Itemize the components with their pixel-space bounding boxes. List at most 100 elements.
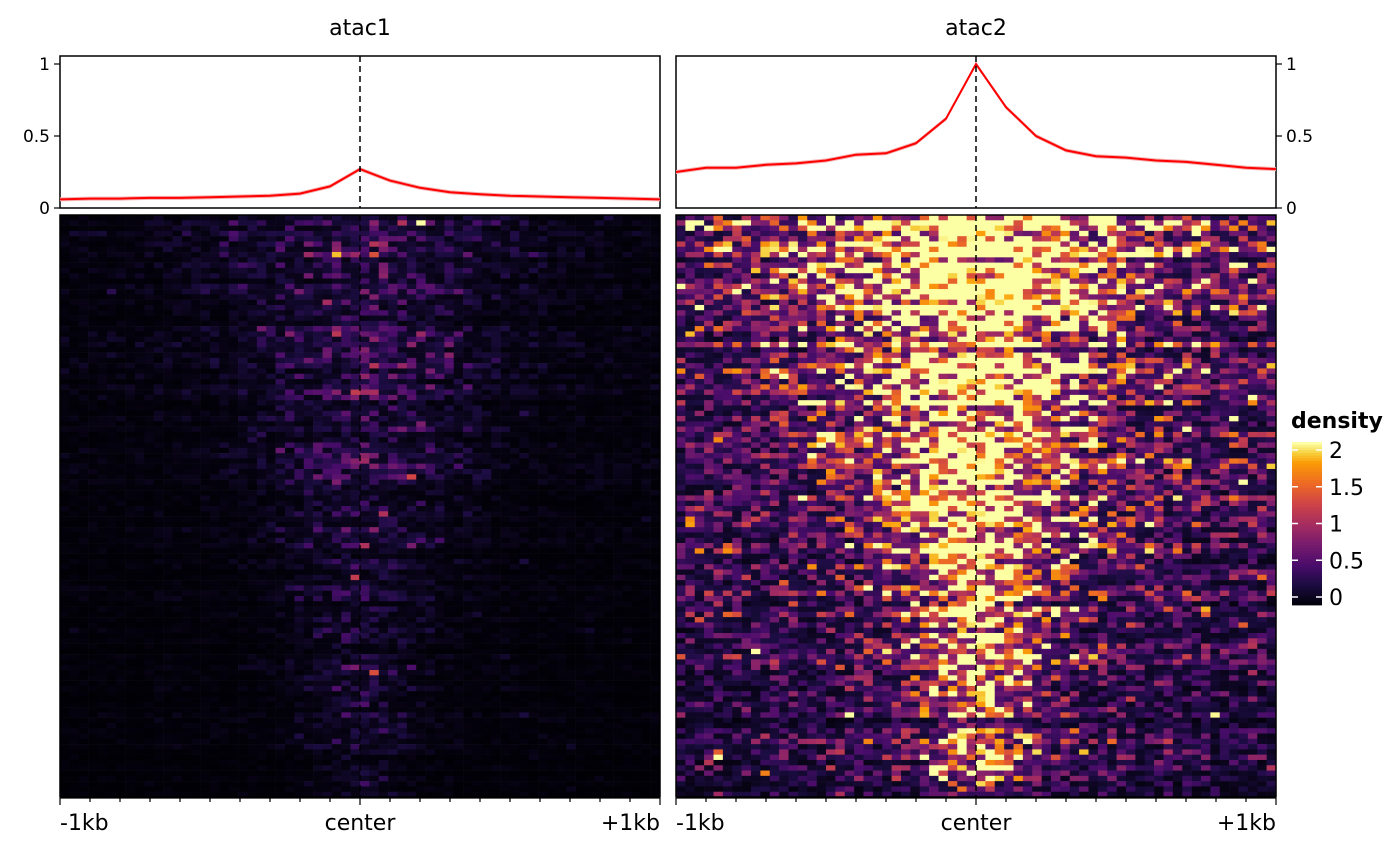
heatmap-cell xyxy=(256,622,267,628)
heatmap-cell xyxy=(116,521,126,528)
heatmap-cell xyxy=(510,553,520,560)
heatmap-cell xyxy=(350,463,361,470)
heatmap-cell xyxy=(69,453,80,459)
heatmap-cell xyxy=(538,537,548,544)
heatmap-cell xyxy=(135,468,145,475)
heatmap-cell xyxy=(406,442,417,449)
heatmap-cell xyxy=(547,262,558,269)
heatmap-cell xyxy=(510,574,520,581)
heatmap-cell xyxy=(425,389,436,396)
heatmap-cell xyxy=(631,463,642,470)
heatmap-cell xyxy=(566,490,576,496)
heatmap-cell xyxy=(191,262,201,269)
heatmap-cell xyxy=(406,564,417,570)
heatmap-cell xyxy=(331,267,342,274)
heatmap-cell xyxy=(463,421,473,427)
heatmap-cell xyxy=(481,495,492,502)
heatmap-cell xyxy=(322,611,333,618)
heatmap-cell xyxy=(60,580,70,586)
heatmap-cell xyxy=(444,431,455,438)
heatmap-cell xyxy=(650,352,661,359)
heatmap-cell xyxy=(88,564,98,570)
heatmap-cell xyxy=(135,569,145,576)
heatmap-cell xyxy=(313,363,323,369)
heatmap-cell xyxy=(613,606,623,613)
heatmap-cell xyxy=(60,431,70,438)
heatmap-cell xyxy=(322,400,333,406)
heatmap-cell xyxy=(369,458,380,464)
heatmap-cell xyxy=(528,611,539,618)
heatmap-cell xyxy=(135,273,145,279)
heatmap-cell xyxy=(538,548,548,554)
heatmap-cell xyxy=(256,220,267,226)
heatmap-cell xyxy=(472,278,483,285)
heatmap-cell xyxy=(219,479,230,486)
heatmap-cell xyxy=(425,405,436,412)
heatmap-cell xyxy=(97,495,108,502)
heatmap-cell xyxy=(60,257,70,263)
heatmap-cell xyxy=(219,511,230,517)
heatmap-cell xyxy=(125,341,136,348)
heatmap-cell xyxy=(613,315,623,322)
heatmap-cell xyxy=(125,220,136,226)
heatmap-cell xyxy=(191,606,201,613)
heatmap-cell xyxy=(228,331,239,337)
heatmap-cell xyxy=(641,299,651,306)
heatmap-cell xyxy=(163,447,173,454)
heatmap-cell xyxy=(603,537,614,544)
heatmap-cell xyxy=(585,426,595,433)
heatmap-cell xyxy=(444,336,455,343)
heatmap-cell xyxy=(200,468,211,475)
heatmap-cell xyxy=(331,606,342,613)
heatmap-cell xyxy=(191,336,201,343)
heatmap-cell xyxy=(575,394,586,401)
heatmap-cell xyxy=(88,521,98,528)
heatmap-cell xyxy=(594,548,605,554)
heatmap-cell xyxy=(556,410,567,417)
heatmap-cell xyxy=(444,548,455,554)
heatmap-cell xyxy=(238,458,248,464)
heatmap-cell xyxy=(388,506,398,512)
heatmap-cell xyxy=(163,294,173,300)
heatmap-cell xyxy=(275,490,286,496)
heatmap-cell xyxy=(585,532,595,539)
heatmap-cell xyxy=(481,453,492,459)
heatmap-cell xyxy=(191,283,201,290)
heatmap-cell xyxy=(406,326,417,332)
heatmap-cell xyxy=(566,304,576,311)
heatmap-cell xyxy=(388,299,398,306)
heatmap-cell xyxy=(641,595,651,602)
heatmap-cell xyxy=(547,453,558,459)
heatmap-cell xyxy=(181,453,192,459)
heatmap-cell xyxy=(585,431,595,438)
heatmap-cell xyxy=(247,617,258,623)
heatmap-cell xyxy=(210,595,220,602)
heatmap-cell xyxy=(603,558,614,565)
heatmap-cell xyxy=(491,442,501,449)
heatmap-cell xyxy=(69,479,80,486)
heatmap-cell xyxy=(406,558,417,565)
heatmap-cell xyxy=(341,283,351,290)
heatmap-cell xyxy=(247,622,258,628)
heatmap-cell xyxy=(219,590,230,597)
heatmap-cell xyxy=(500,437,511,443)
heatmap-cell xyxy=(575,564,586,570)
heatmap-cell xyxy=(500,558,511,565)
heatmap-cell xyxy=(116,495,126,502)
heatmap-cell xyxy=(144,289,155,295)
heatmap-cell xyxy=(472,241,483,248)
heatmap-cell xyxy=(219,246,230,253)
heatmap-cell xyxy=(303,283,314,290)
heatmap-cell xyxy=(406,606,417,613)
heatmap-cell xyxy=(69,468,80,475)
heatmap-cell xyxy=(144,225,155,232)
heatmap-cell xyxy=(181,543,192,549)
heatmap-cell xyxy=(350,617,361,623)
heatmap-cell xyxy=(294,379,305,385)
heatmap-cell xyxy=(575,595,586,602)
heatmap-cell xyxy=(575,341,586,348)
heatmap-cell xyxy=(444,442,455,449)
heatmap-cell xyxy=(406,553,417,560)
heatmap-cell xyxy=(585,283,595,290)
heatmap-cell xyxy=(491,527,501,533)
